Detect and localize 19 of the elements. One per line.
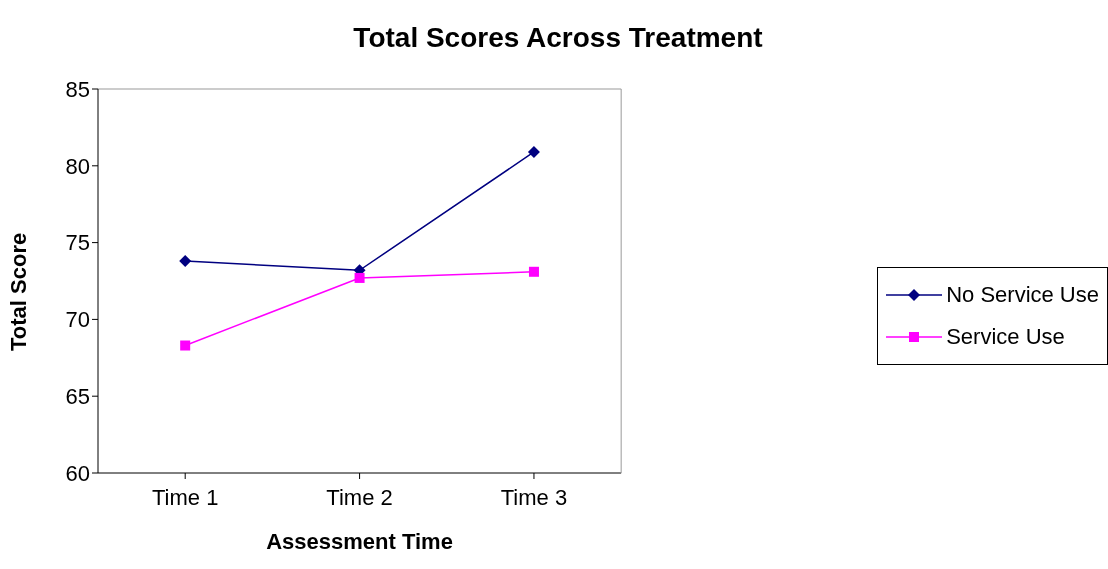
point (180, 340, 191, 351)
point (354, 272, 365, 283)
y-tick-label: 75 (65, 230, 90, 256)
point (527, 145, 540, 158)
legend-label: Service Use (946, 323, 1065, 350)
y-tick-label: 65 (65, 384, 90, 410)
chart-title: Total Scores Across Treatment (352, 21, 764, 55)
point (179, 255, 192, 268)
point (528, 266, 539, 277)
x-tick-label: Time 3 (500, 484, 568, 510)
y-tick-label: 80 (65, 153, 90, 179)
legend-label: No Service Use (946, 281, 1099, 308)
y-tick-label: 85 (65, 76, 90, 102)
y-axis-title: Total Score (5, 232, 31, 351)
y-tick-label: 60 (65, 460, 90, 486)
x-tick-label: Time 1 (151, 484, 219, 510)
y-tick-label: 70 (65, 307, 90, 333)
x-tick-label: Time 2 (326, 484, 393, 510)
x-axis-title: Assessment Time (266, 529, 453, 554)
